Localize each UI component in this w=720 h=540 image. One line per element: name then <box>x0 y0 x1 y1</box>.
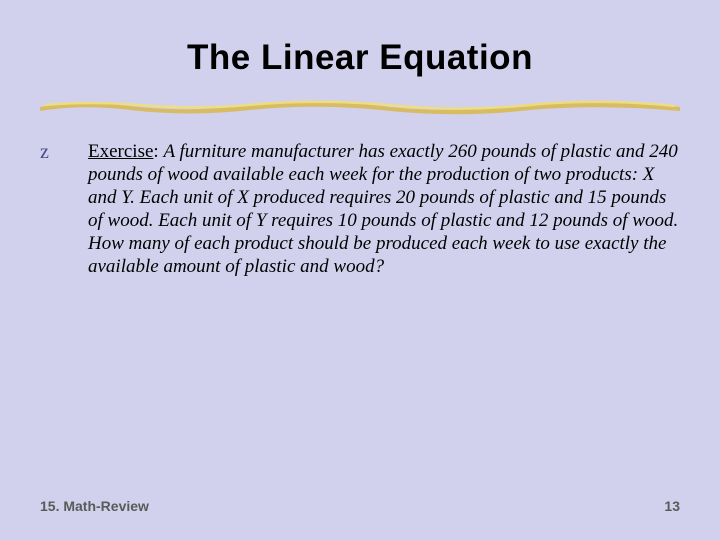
exercise-label: Exercise <box>88 141 153 162</box>
title-underline <box>40 98 680 116</box>
bullet-glyph: z <box>40 140 88 163</box>
bullet-item: z Exercise: A furniture manufacturer has… <box>40 140 680 278</box>
exercise-body: A furniture manufacturer has exactly 260… <box>88 141 678 277</box>
footer-left: 15. Math-Review <box>40 498 149 514</box>
content-area: z Exercise: A furniture manufacturer has… <box>40 140 680 278</box>
exercise-text: Exercise: A furniture manufacturer has e… <box>88 140 680 278</box>
slide-title: The Linear Equation <box>0 38 720 78</box>
exercise-colon: : <box>153 141 163 162</box>
footer-page-number: 13 <box>664 498 680 514</box>
footer: 15. Math-Review 13 <box>40 498 680 514</box>
